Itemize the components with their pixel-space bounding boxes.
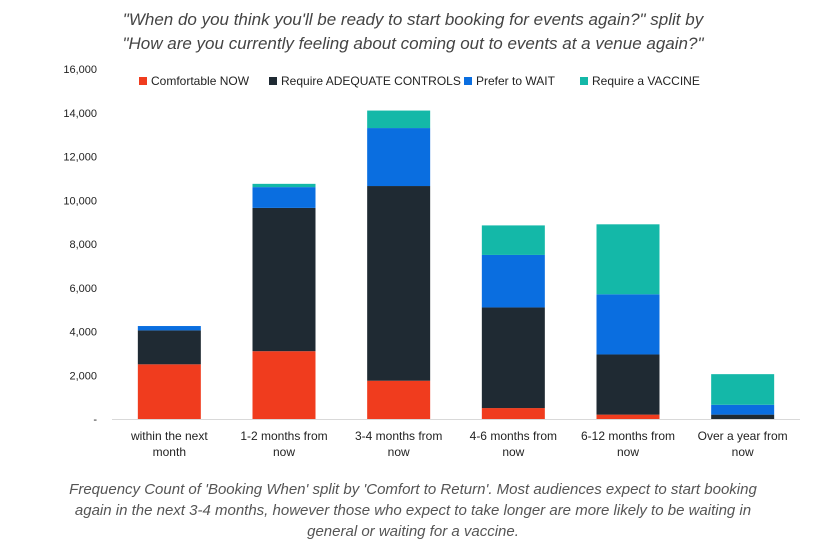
bar-segment bbox=[596, 224, 660, 295]
y-tick-label: 6,000 bbox=[69, 283, 97, 295]
bar-segment bbox=[711, 414, 775, 419]
legend-label: Require ADEQUATE CONTROLS bbox=[281, 74, 461, 88]
chart-title-line-1: "When do you think you'll be ready to st… bbox=[122, 10, 704, 29]
bar-segment bbox=[137, 326, 201, 331]
legend-swatch bbox=[269, 77, 277, 85]
bar-segment bbox=[137, 364, 201, 419]
x-category-label: within the next bbox=[130, 429, 208, 443]
bar-segment bbox=[481, 408, 545, 419]
y-tick-label: 12,000 bbox=[63, 152, 97, 164]
bar-segment bbox=[596, 414, 660, 419]
bar-segment bbox=[367, 128, 431, 187]
x-category-label: 4-6 months from bbox=[470, 429, 557, 443]
caption-line-3: general or waiting for a vaccine. bbox=[307, 523, 519, 540]
bar-segment bbox=[481, 307, 545, 409]
bar-segment bbox=[596, 294, 660, 355]
bar-segment bbox=[367, 186, 431, 381]
y-tick-label: - bbox=[93, 414, 97, 426]
stacked-bar-chart: - 2,000 4,000 6,000 8,000 10,000 12,000 14,000 1… bbox=[63, 64, 800, 459]
chart-caption: Frequency Count of 'Booking When' split … bbox=[20, 479, 806, 542]
x-category-label: now bbox=[617, 445, 639, 459]
x-category-label: now bbox=[502, 445, 524, 459]
bar-segment bbox=[596, 354, 660, 415]
bar-segment bbox=[367, 380, 431, 419]
caption-line-2: again in the next 3-4 months, however th… bbox=[74, 502, 752, 519]
legend-label: Prefer to WAIT bbox=[476, 74, 556, 88]
bar-segment bbox=[252, 187, 316, 208]
bar-segment bbox=[711, 404, 775, 415]
bar-segment bbox=[481, 225, 545, 255]
caption-line-1: Frequency Count of 'Booking When' split … bbox=[69, 481, 757, 498]
bar-segment bbox=[252, 183, 316, 188]
chart-title: "When do you think you'll be ready to st… bbox=[0, 8, 826, 56]
x-category-label: now bbox=[273, 445, 295, 459]
y-tick-label: 8,000 bbox=[69, 239, 97, 251]
x-category-label: now bbox=[732, 445, 754, 459]
y-tick-label: 16,000 bbox=[63, 64, 97, 76]
legend-label: Comfortable NOW bbox=[151, 74, 250, 88]
bar-segment bbox=[137, 330, 201, 365]
y-tick-label: 14,000 bbox=[63, 108, 97, 120]
legend-label: Require a VACCINE bbox=[592, 74, 700, 88]
x-category-label: 3-4 months from bbox=[355, 429, 442, 443]
y-tick-label: 2,000 bbox=[69, 370, 97, 382]
chart-title-line-2: "How are you currently feeling about com… bbox=[122, 34, 704, 53]
legend-swatch bbox=[139, 77, 147, 85]
x-category-label: Over a year from bbox=[698, 429, 788, 443]
bar-segment bbox=[252, 207, 316, 352]
bar-segment bbox=[252, 351, 316, 419]
bar-segment bbox=[711, 374, 775, 405]
x-category-label: now bbox=[388, 445, 410, 459]
bar-segment bbox=[367, 110, 431, 129]
y-tick-label: 10,000 bbox=[63, 195, 97, 207]
bar-segment bbox=[481, 254, 545, 308]
legend-swatch bbox=[580, 77, 588, 85]
y-tick-label: 4,000 bbox=[69, 327, 97, 339]
x-category-label: 1-2 months from bbox=[240, 429, 327, 443]
x-category-label: month bbox=[153, 445, 186, 459]
legend-swatch bbox=[464, 77, 472, 85]
x-category-label: 6-12 months from bbox=[581, 429, 675, 443]
